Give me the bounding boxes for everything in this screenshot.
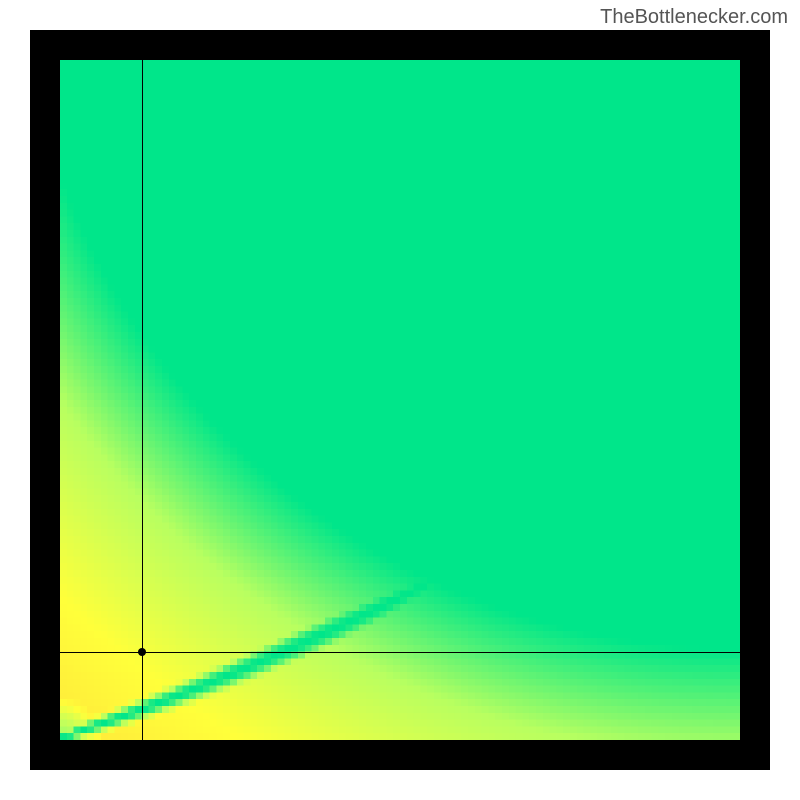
crosshair-vertical [142,60,143,740]
plot-area [60,60,740,740]
selected-point-marker [138,648,146,656]
watermark-text: TheBottlenecker.com [600,6,788,29]
chart-container: TheBottlenecker.com [0,0,800,800]
crosshair-horizontal [60,652,740,653]
bottleneck-heatmap [60,60,740,740]
